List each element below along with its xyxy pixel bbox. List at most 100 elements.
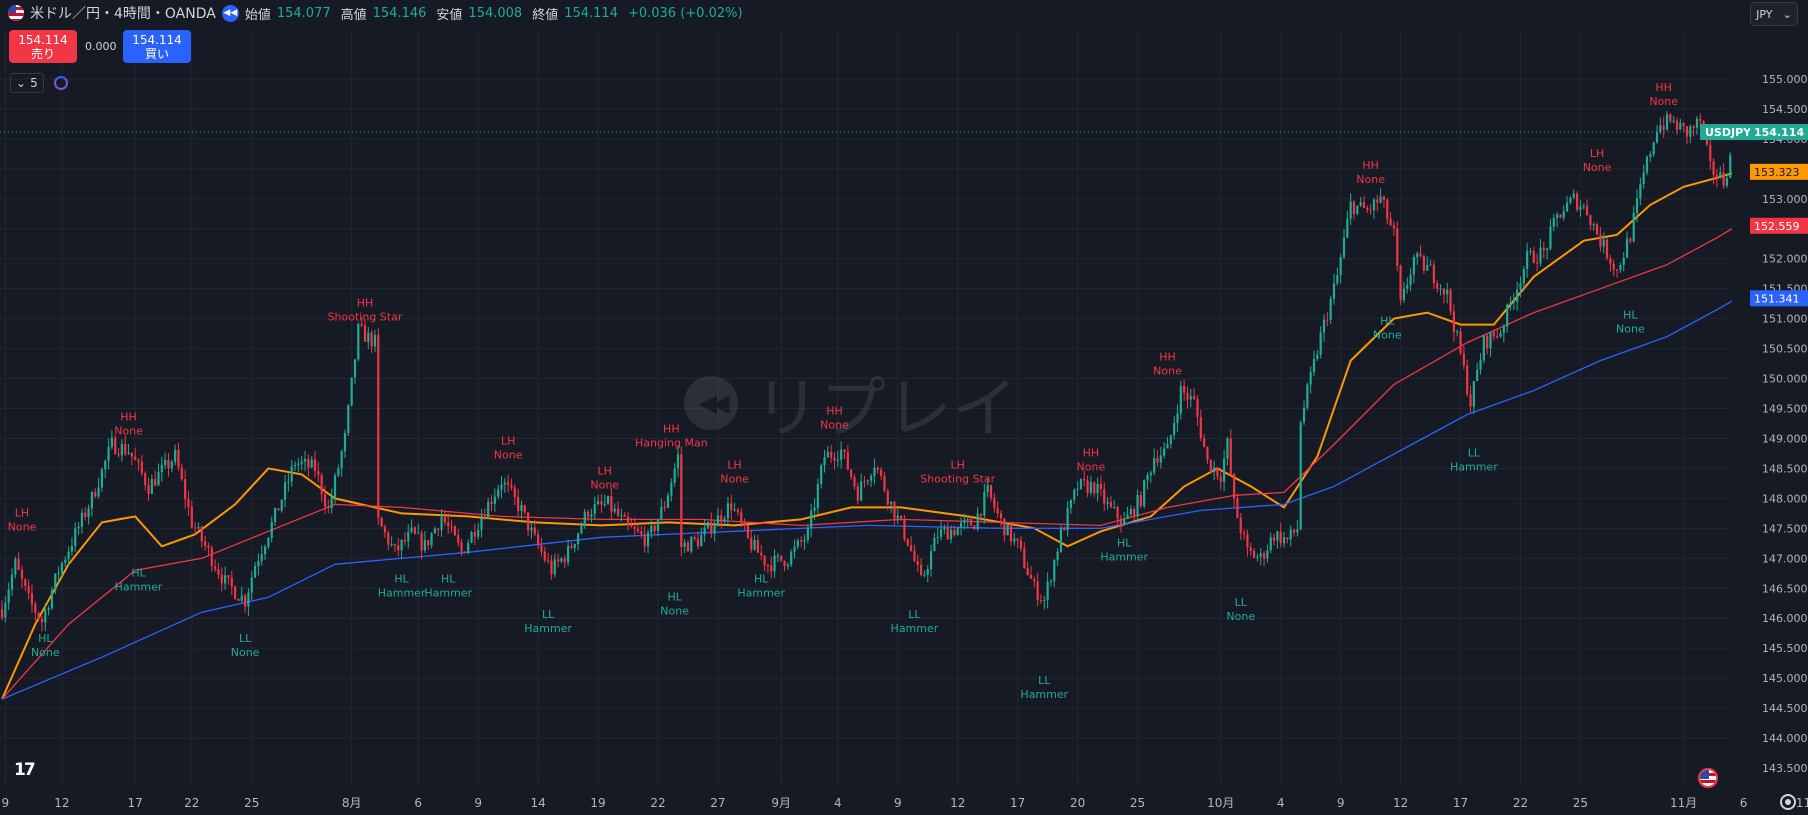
candle-body bbox=[1173, 422, 1176, 436]
candle-body bbox=[1076, 488, 1079, 490]
candle-body bbox=[280, 499, 283, 511]
candle-body bbox=[1103, 489, 1106, 504]
candle-body bbox=[1036, 581, 1039, 601]
swing-label-pattern: None bbox=[231, 646, 260, 659]
candle-body bbox=[903, 518, 906, 539]
swing-label-type: HL bbox=[441, 572, 456, 585]
candle-body bbox=[367, 332, 370, 342]
indicators-toggle[interactable]: ⌄ 5 bbox=[10, 73, 44, 93]
time-tick-label: 14 bbox=[530, 796, 545, 810]
candle-body bbox=[1569, 197, 1572, 203]
candle-body bbox=[1715, 175, 1719, 178]
candle-body bbox=[150, 479, 153, 494]
candle-body bbox=[999, 513, 1003, 519]
candle-body bbox=[317, 471, 320, 475]
swing-label-pattern: Hanging Man bbox=[635, 436, 708, 449]
buy-button[interactable]: 154.114 買い bbox=[123, 30, 191, 63]
candle-body bbox=[1719, 172, 1722, 178]
tradingview-logo-icon[interactable]: 17 bbox=[14, 760, 36, 780]
ma-price-tag-value: 153.323 bbox=[1754, 166, 1800, 179]
candle-body bbox=[1612, 263, 1615, 270]
time-tick-label: 20 bbox=[1070, 796, 1085, 810]
candle-body bbox=[20, 569, 24, 580]
symbol-tag-label: USDJPY bbox=[1705, 126, 1752, 139]
time-tick-label: 9 bbox=[1337, 796, 1345, 810]
candle-body bbox=[537, 534, 540, 546]
candle-body bbox=[670, 482, 673, 496]
candle-body bbox=[1412, 257, 1416, 275]
candle-body bbox=[14, 558, 17, 575]
candle-body bbox=[943, 527, 946, 530]
candle-body bbox=[477, 530, 480, 537]
candle-body bbox=[403, 540, 407, 542]
candle-body bbox=[1086, 480, 1089, 493]
candle-body bbox=[1149, 472, 1152, 476]
candle-body bbox=[164, 460, 167, 466]
gear-icon[interactable] bbox=[1780, 794, 1796, 810]
candle-body bbox=[853, 477, 856, 487]
candle-body bbox=[1502, 326, 1505, 334]
candle-body bbox=[550, 560, 553, 575]
candle-body bbox=[1199, 416, 1202, 439]
candle-body bbox=[520, 505, 523, 512]
candle-body bbox=[830, 452, 833, 458]
candle-body bbox=[144, 473, 147, 486]
swing-label-type: LL bbox=[1468, 446, 1481, 459]
candle-body bbox=[1482, 335, 1485, 361]
price-axis[interactable]: 155.000154.500154.000153.500153.000152.5… bbox=[1700, 0, 1808, 815]
candle-body bbox=[1602, 239, 1605, 247]
candle-body bbox=[596, 501, 600, 505]
candle-body bbox=[180, 467, 183, 480]
candle-body bbox=[1559, 214, 1562, 218]
swing-label-type: HH bbox=[120, 410, 137, 423]
candle-body bbox=[693, 537, 696, 539]
candle-body bbox=[1292, 529, 1296, 533]
candle-body bbox=[1396, 228, 1399, 266]
symbol-title[interactable]: 米ドル／円・4時間・OANDA bbox=[30, 6, 216, 22]
candle-body bbox=[64, 559, 67, 563]
candle-body bbox=[776, 555, 779, 557]
candle-body bbox=[1519, 283, 1522, 290]
moving-average-line bbox=[1, 297, 1738, 700]
time-tick-label: 17 bbox=[1453, 796, 1468, 810]
candle-body bbox=[1546, 248, 1549, 251]
candle-body bbox=[706, 521, 710, 528]
candle-body bbox=[17, 558, 20, 570]
candle-body bbox=[1422, 255, 1426, 271]
price-tick-label: 149.000 bbox=[1762, 432, 1808, 445]
candle-body bbox=[1462, 353, 1465, 366]
candle-body bbox=[1645, 156, 1649, 173]
candle-body bbox=[24, 579, 27, 587]
price-tick-label: 151.000 bbox=[1762, 313, 1808, 326]
candle-body bbox=[190, 506, 193, 528]
candle-body bbox=[700, 534, 703, 547]
candle-body bbox=[1549, 226, 1552, 249]
candle-body bbox=[1659, 125, 1662, 133]
candle-body bbox=[540, 545, 543, 552]
us-event-flag-icon[interactable] bbox=[1698, 768, 1718, 788]
candle-body bbox=[1352, 201, 1356, 215]
candle-body bbox=[1256, 556, 1259, 558]
candle-body bbox=[770, 565, 773, 572]
candle-body bbox=[780, 555, 783, 561]
time-tick-label: 6 bbox=[1740, 796, 1748, 810]
candle-body bbox=[703, 527, 706, 535]
time-axis[interactable]: 9 12 17 22 25 8月 6 9 14 19 22 27 9月 4 9 12 17 20 25 10月 4 9 12… bbox=[0, 787, 1808, 815]
sell-button[interactable]: 154.114 売り bbox=[9, 30, 77, 63]
candle-body bbox=[1432, 264, 1435, 284]
swing-label-pattern: Hammer bbox=[524, 622, 572, 635]
time-tick-label: 6 bbox=[414, 796, 422, 810]
candle-body bbox=[1655, 132, 1659, 143]
candle-body bbox=[633, 527, 636, 529]
candle-body bbox=[353, 359, 357, 378]
candle-body bbox=[1039, 600, 1043, 602]
buy-price: 154.114 bbox=[132, 32, 182, 47]
candle-body bbox=[0, 609, 4, 618]
replay-icon[interactable]: ◀◀ bbox=[221, 4, 239, 22]
currency-selector[interactable]: JPY ⌄ bbox=[1750, 2, 1798, 26]
candle-body bbox=[1312, 358, 1316, 373]
candle-body bbox=[1219, 476, 1222, 482]
swing-label-type: HH bbox=[1083, 446, 1100, 459]
price-tick-label: 147.000 bbox=[1762, 552, 1808, 565]
